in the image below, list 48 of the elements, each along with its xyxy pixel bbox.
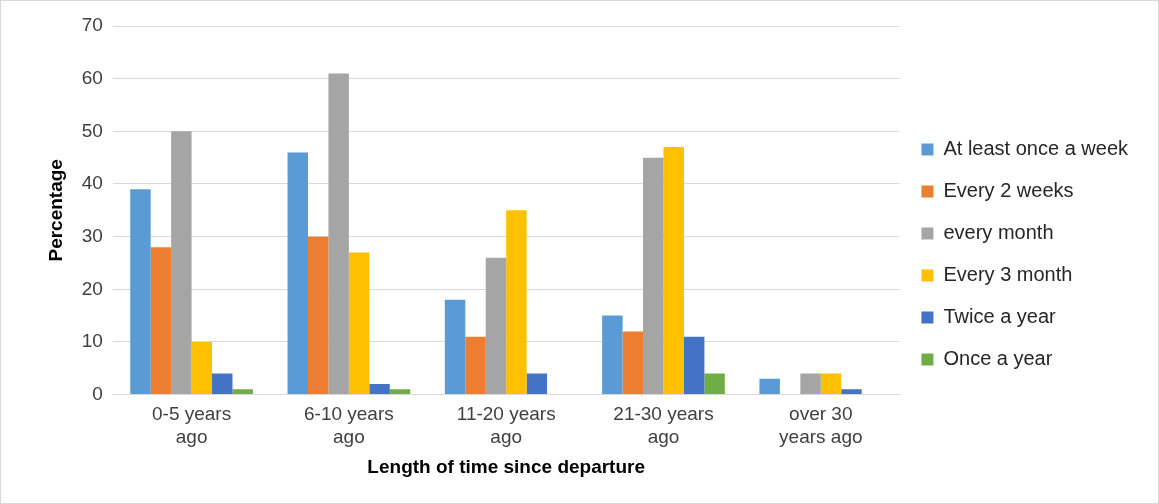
legend-label: Every 2 weeks [943,179,1074,202]
bar [150,247,172,395]
y-tick-label: 0 [92,382,103,404]
bar [444,299,466,395]
y-tick-label: 10 [81,330,103,352]
legend-label: Once a year [943,347,1053,370]
bar [130,189,151,395]
bar [307,236,329,395]
bar [287,152,308,395]
y-tick-label: 70 [81,14,103,36]
bar [704,373,725,395]
y-tick-label: 50 [81,119,103,141]
x-tick-label: 6-10 years ago [304,403,394,448]
bar [348,252,370,395]
legend-label: Twice a year [943,305,1057,328]
legend-label: Every 3 month [943,263,1073,286]
bar [328,73,349,395]
y-tick-label: 30 [81,224,103,246]
bar [643,157,664,395]
y-tick-label: 20 [81,277,103,299]
legend-label: every month [943,221,1054,244]
bar [602,315,623,395]
bar [191,341,213,395]
y-tick-label: 40 [81,172,103,194]
bar [506,210,527,395]
bar [212,373,233,395]
bar [369,384,390,395]
bar [232,389,253,395]
x-axis-title: Length of time since departure [367,455,646,477]
bar [465,336,486,395]
bar [622,331,644,395]
bar [800,373,821,395]
bar [663,147,684,395]
bar [683,336,705,395]
bar [820,373,842,395]
legend-label: At least once a week [943,137,1129,160]
bar [841,389,862,395]
bar [389,389,411,395]
x-tick-label: 21-30 years ago [613,403,714,448]
bar [171,131,192,395]
y-tick-label: 60 [81,66,103,88]
bar [759,378,780,395]
bar [526,373,548,395]
x-tick-label: 0-5 years ago [151,403,232,448]
x-tick-label: 11-20 years ago [456,403,556,448]
y-axis-title: Percentage [44,159,66,262]
bar [485,257,507,395]
x-tick-label: over 30 years ago [779,403,863,448]
